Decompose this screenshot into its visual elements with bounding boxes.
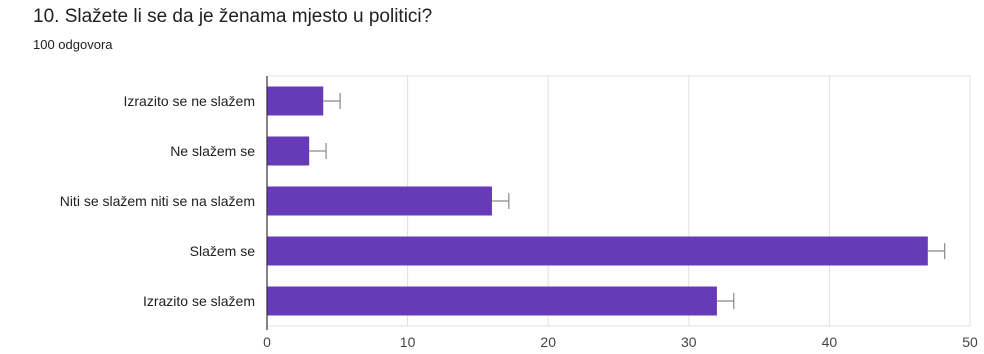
x-tick-label-30: 30 [681, 334, 697, 350]
category-label-3: Slažem se [190, 243, 256, 259]
bar-2 [267, 186, 492, 216]
bar-4 [267, 286, 717, 316]
x-tick-labels: 0 10 20 30 40 50 [263, 334, 978, 350]
x-tick-label-20: 20 [540, 334, 556, 350]
gridlines [267, 75, 971, 327]
category-label-0: Izrazito se ne slažem [124, 93, 256, 109]
error-bars [309, 93, 946, 309]
bar-0 [267, 86, 324, 116]
x-tick-label-50: 50 [962, 334, 978, 350]
x-tick-label-10: 10 [400, 334, 416, 350]
response-count: 100 odgovora [33, 37, 113, 52]
bar-3 [267, 236, 928, 266]
x-tick-label-40: 40 [822, 334, 838, 350]
category-label-4: Izrazito se slažem [143, 293, 255, 309]
x-tick-label-0: 0 [263, 334, 271, 350]
bars [267, 86, 928, 316]
category-labels: Izrazito se ne slažem Ne slažem se Niti se… [60, 93, 256, 309]
category-label-2: Niti se slažem niti se na slažem [60, 193, 255, 209]
category-label-1: Ne slažem se [170, 143, 255, 159]
chart-title: 10. Slažete li se da je ženama mjesto u … [33, 6, 433, 27]
bar-1 [267, 136, 310, 166]
